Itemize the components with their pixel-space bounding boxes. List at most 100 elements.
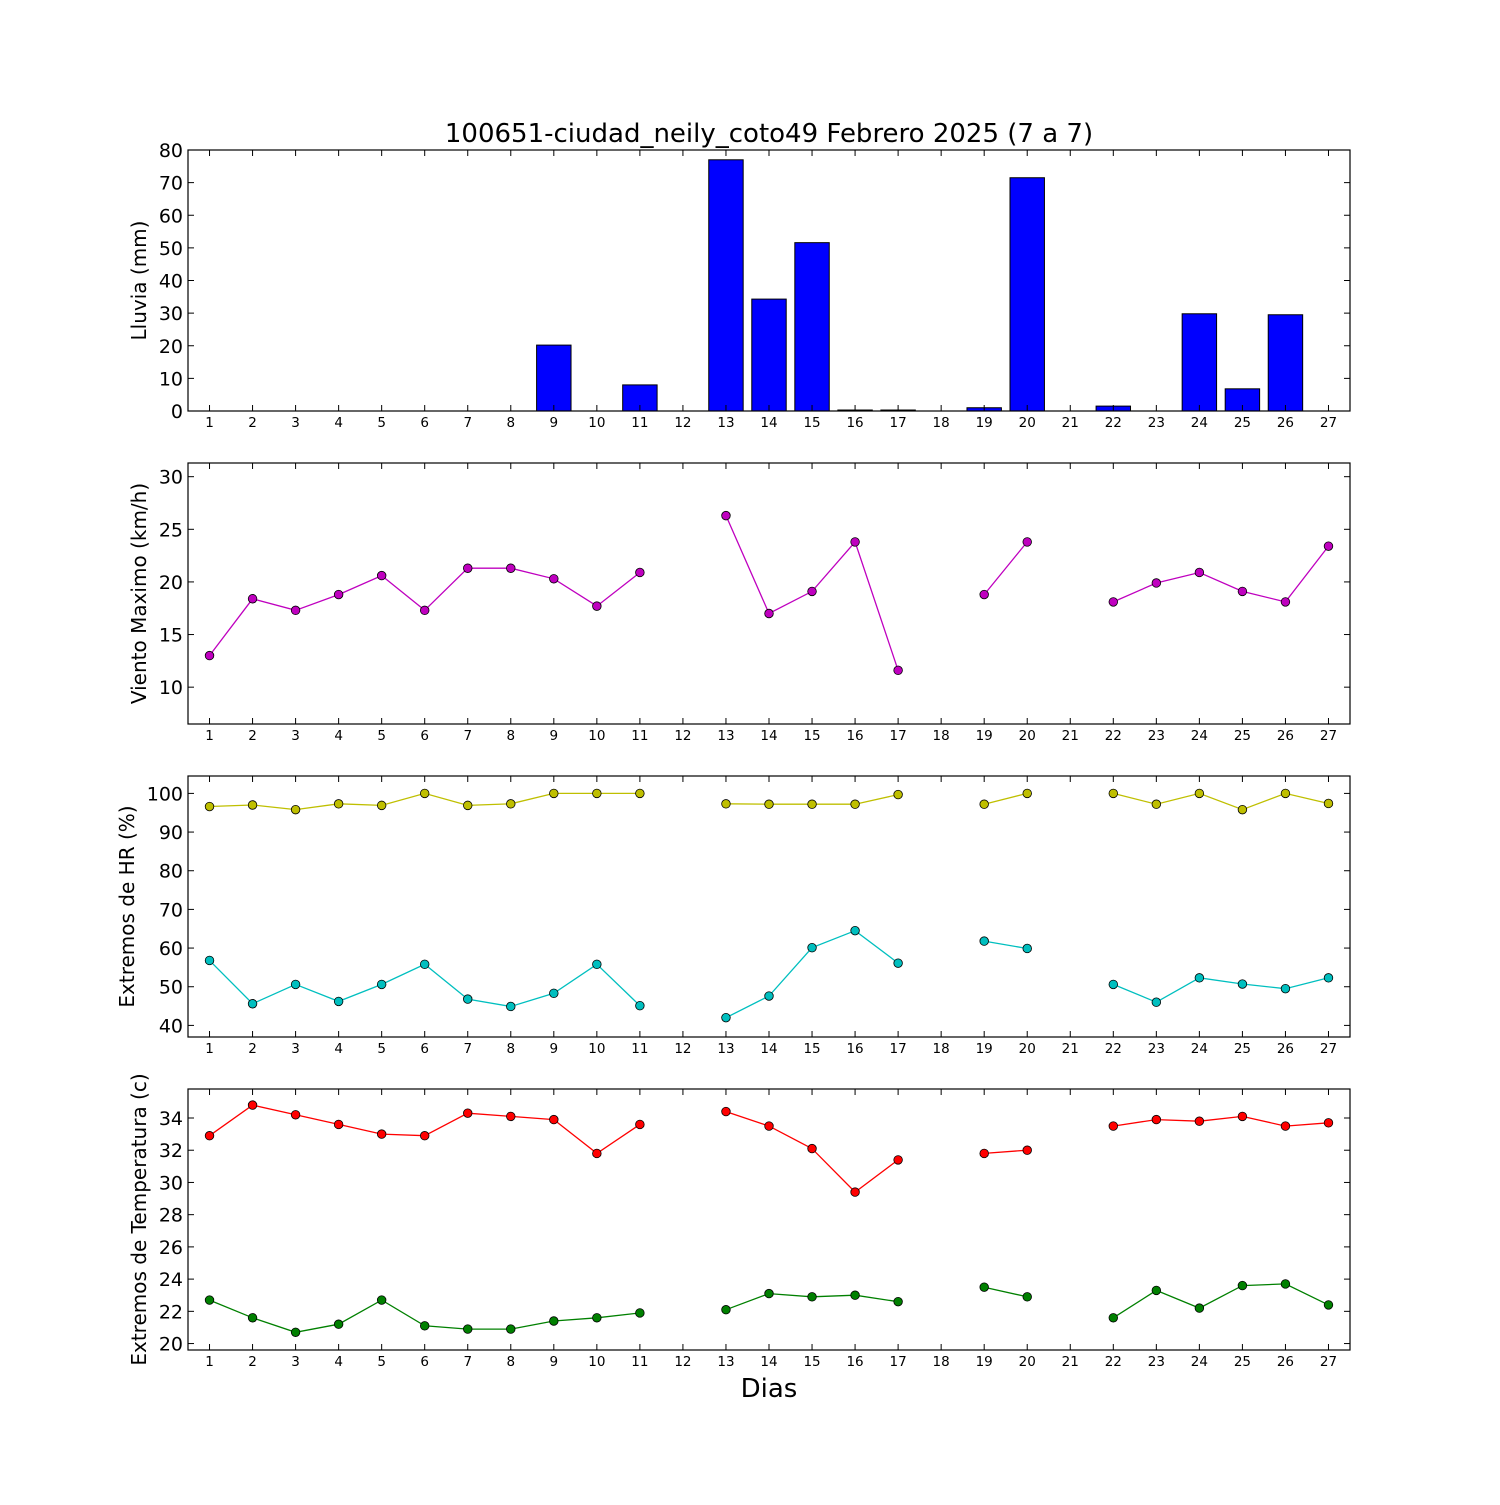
x-tick-label: 5 <box>377 1354 386 1370</box>
x-tick-label: 1 <box>205 415 214 431</box>
point-s1-day-3 <box>290 804 301 815</box>
point-s2-day-6 <box>420 1321 430 1331</box>
y-tick-label: 70 <box>159 173 183 195</box>
point-s1-day-20 <box>1022 788 1032 799</box>
x-tick-label: 12 <box>674 1041 691 1057</box>
point-s1-day-20 <box>1022 537 1032 547</box>
y-tick-label: 60 <box>159 938 183 960</box>
point-s1-day-16 <box>850 799 860 809</box>
x-tick-label: 20 <box>1019 1041 1036 1057</box>
series-line-2 <box>209 929 1329 1019</box>
y-axis-label: Lluvia (mm) <box>127 221 151 341</box>
point-s1-day-13 <box>721 799 731 809</box>
point-s1-day-9 <box>549 788 559 799</box>
point-s2-day-1 <box>204 1295 215 1305</box>
x-tick-label: 2 <box>248 1354 257 1370</box>
x-tick-label: 21 <box>1062 728 1079 744</box>
point-s2-day-11 <box>635 1308 645 1318</box>
x-tick-label: 18 <box>933 1041 950 1057</box>
bar-day-24 <box>1181 313 1218 412</box>
point-s1-day-6 <box>420 605 430 616</box>
point-s1-day-3 <box>290 605 301 616</box>
x-tick-label: 23 <box>1148 1354 1165 1370</box>
bar-day-26 <box>1267 314 1304 412</box>
point-s2-day-24 <box>1194 1303 1205 1313</box>
x-tick-label: 8 <box>506 1354 515 1370</box>
point-s1-day-7 <box>463 1108 473 1118</box>
x-tick-label: 17 <box>890 1354 907 1370</box>
point-s2-day-22 <box>1108 979 1118 990</box>
point-s1-day-14 <box>764 799 774 809</box>
x-tick-label: 24 <box>1191 415 1208 431</box>
y-tick-label: 40 <box>159 271 183 293</box>
y-tick-label: 50 <box>159 977 183 999</box>
y-axis-label: Extremos de HR (%) <box>115 805 139 1007</box>
point-s1-day-6 <box>420 1131 430 1141</box>
point-s2-day-27 <box>1323 973 1334 983</box>
x-tick-label: 16 <box>846 1354 863 1370</box>
point-s1-day-11 <box>635 1119 645 1130</box>
y-tick-label: 90 <box>159 822 183 844</box>
y-tick-label: 20 <box>159 572 183 594</box>
point-s2-day-24 <box>1194 973 1205 983</box>
x-tick-label: 12 <box>674 415 691 431</box>
x-tick-label: 20 <box>1019 728 1036 744</box>
point-s1-day-10 <box>592 1148 602 1159</box>
x-tick-label: 3 <box>291 1041 300 1057</box>
point-s1-day-17 <box>893 1155 903 1165</box>
point-s1-day-25 <box>1237 586 1248 597</box>
x-tick-label: 7 <box>463 415 472 431</box>
x-tick-label: 3 <box>291 1354 300 1370</box>
point-s2-day-23 <box>1151 1285 1162 1296</box>
y-tick-label: 32 <box>159 1140 183 1162</box>
x-tick-label: 19 <box>976 415 993 431</box>
point-s1-day-8 <box>506 799 516 809</box>
x-tick-label: 26 <box>1277 728 1294 744</box>
point-s1-day-26 <box>1280 788 1291 799</box>
x-tick-label: 14 <box>760 1354 777 1370</box>
chart-title: 100651-ciudad_neily_coto49 Febrero 2025 … <box>445 119 1093 149</box>
x-tick-label: 2 <box>248 415 257 431</box>
point-s1-day-10 <box>592 601 602 611</box>
x-tick-label: 23 <box>1148 1041 1165 1057</box>
y-tick-label: 50 <box>159 238 183 260</box>
x-tick-label: 24 <box>1191 1354 1208 1370</box>
point-s1-day-16 <box>850 1187 860 1197</box>
x-tick-label: 8 <box>506 415 515 431</box>
x-tick-label: 12 <box>674 1354 691 1370</box>
point-s1-day-9 <box>549 574 559 584</box>
point-s2-day-23 <box>1151 997 1162 1007</box>
point-s2-day-2 <box>247 1313 258 1323</box>
x-tick-label: 13 <box>717 1041 734 1057</box>
point-s1-day-27 <box>1323 798 1334 809</box>
point-s2-day-20 <box>1022 1292 1032 1302</box>
x-tick-label: 4 <box>334 415 343 431</box>
point-s1-day-5 <box>376 1129 387 1139</box>
point-s2-day-15 <box>807 942 817 953</box>
point-s1-day-23 <box>1151 1114 1162 1125</box>
point-s2-day-27 <box>1323 1300 1334 1310</box>
point-s2-day-17 <box>893 1296 903 1307</box>
point-s1-day-25 <box>1237 804 1248 815</box>
point-s2-day-10 <box>592 1313 602 1323</box>
x-tick-label: 22 <box>1105 415 1122 431</box>
x-tick-label: 24 <box>1191 728 1208 744</box>
x-tick-label: 7 <box>463 1354 472 1370</box>
x-tick-label: 26 <box>1277 415 1294 431</box>
y-tick-label: 10 <box>159 677 183 699</box>
point-s1-day-2 <box>247 1100 258 1110</box>
x-tick-label: 14 <box>760 1041 777 1057</box>
point-s1-day-20 <box>1022 1145 1032 1155</box>
point-s2-day-15 <box>807 1292 817 1302</box>
x-tick-label: 9 <box>550 1041 559 1057</box>
x-tick-label: 10 <box>588 415 605 431</box>
point-s1-day-24 <box>1194 1116 1205 1126</box>
y-axis-label: Viento Maximo (km/h) <box>127 483 151 704</box>
point-s1-day-14 <box>764 608 774 619</box>
point-s1-day-9 <box>549 1114 559 1125</box>
x-tick-label: 27 <box>1320 415 1337 431</box>
point-s2-day-5 <box>376 979 387 990</box>
